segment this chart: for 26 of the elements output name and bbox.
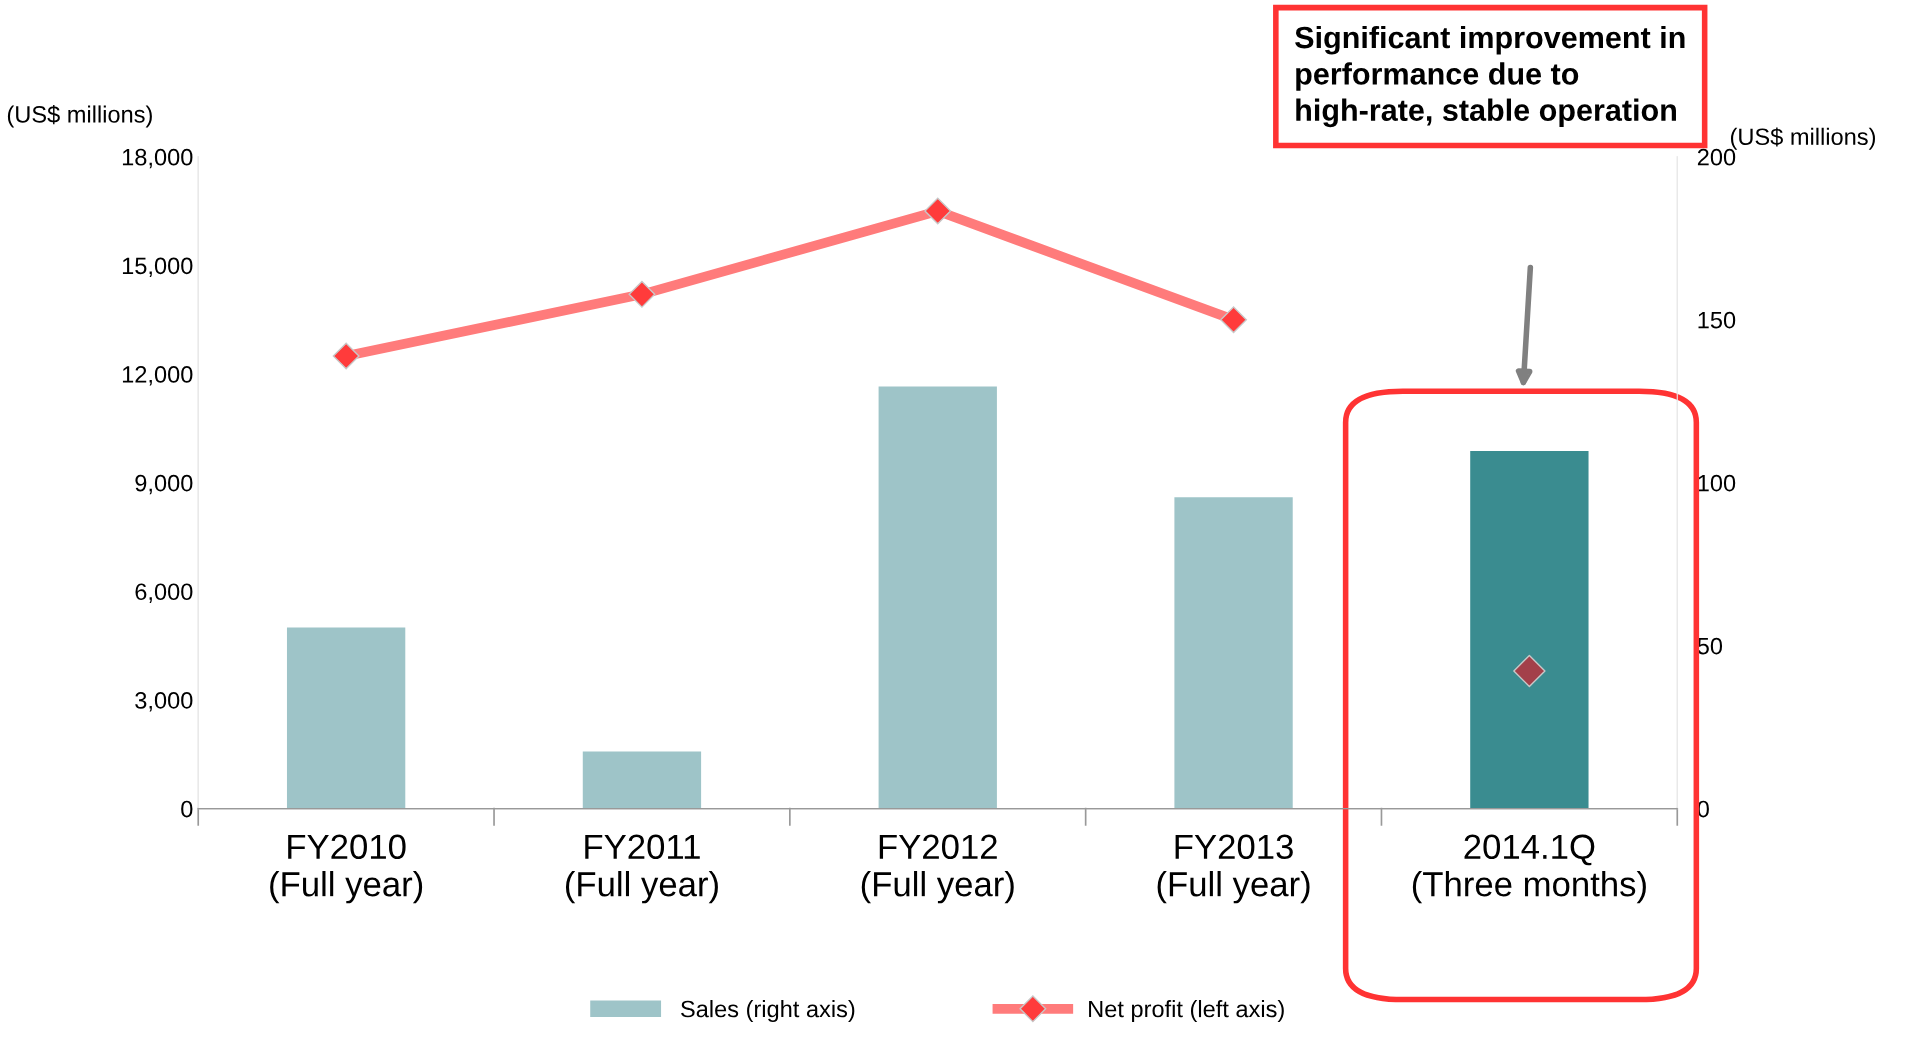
y-tick-label: 3,000 xyxy=(135,692,193,712)
x-tick-label: FY2012 (Full year) xyxy=(861,834,1014,904)
y2-axis-title: (US$ millions) xyxy=(1731,127,1875,150)
y-tick-label: 0 xyxy=(181,800,193,818)
y-tick-label: 12,000 xyxy=(122,366,193,386)
x-tick-label: 2014.1Q (Three months) xyxy=(1412,834,1646,904)
y2-tick-label: 200 xyxy=(1697,148,1736,166)
bar xyxy=(582,751,702,809)
bar xyxy=(1470,451,1589,809)
point xyxy=(1513,654,1546,688)
x-tick-label: FY2013 (Full year) xyxy=(1157,834,1310,904)
y-tick-label: 18,000 xyxy=(122,148,193,169)
x-tick-label: FY2010 (Full year) xyxy=(270,834,423,904)
y2-tick-label: 100 xyxy=(1698,474,1736,492)
x-tick-label: FY2011 (Full year) xyxy=(565,834,718,904)
legend-label: Net profit (left axis) xyxy=(1089,1000,1284,1023)
bar xyxy=(286,627,406,809)
bar xyxy=(1174,497,1293,809)
y-axis-title: (US$ millions) xyxy=(7,105,152,128)
y-tick-label: 6,000 xyxy=(135,583,193,603)
y2-tick-label: 150 xyxy=(1698,311,1736,329)
text: Significant improvement in performance due to high-rate, stable operation xyxy=(1295,25,1685,128)
y-tick-label: 9,000 xyxy=(135,474,193,495)
legend-label: Sales (right axis) xyxy=(681,1000,855,1023)
bar xyxy=(878,386,997,809)
y-tick-label: 15,000 xyxy=(122,257,193,277)
